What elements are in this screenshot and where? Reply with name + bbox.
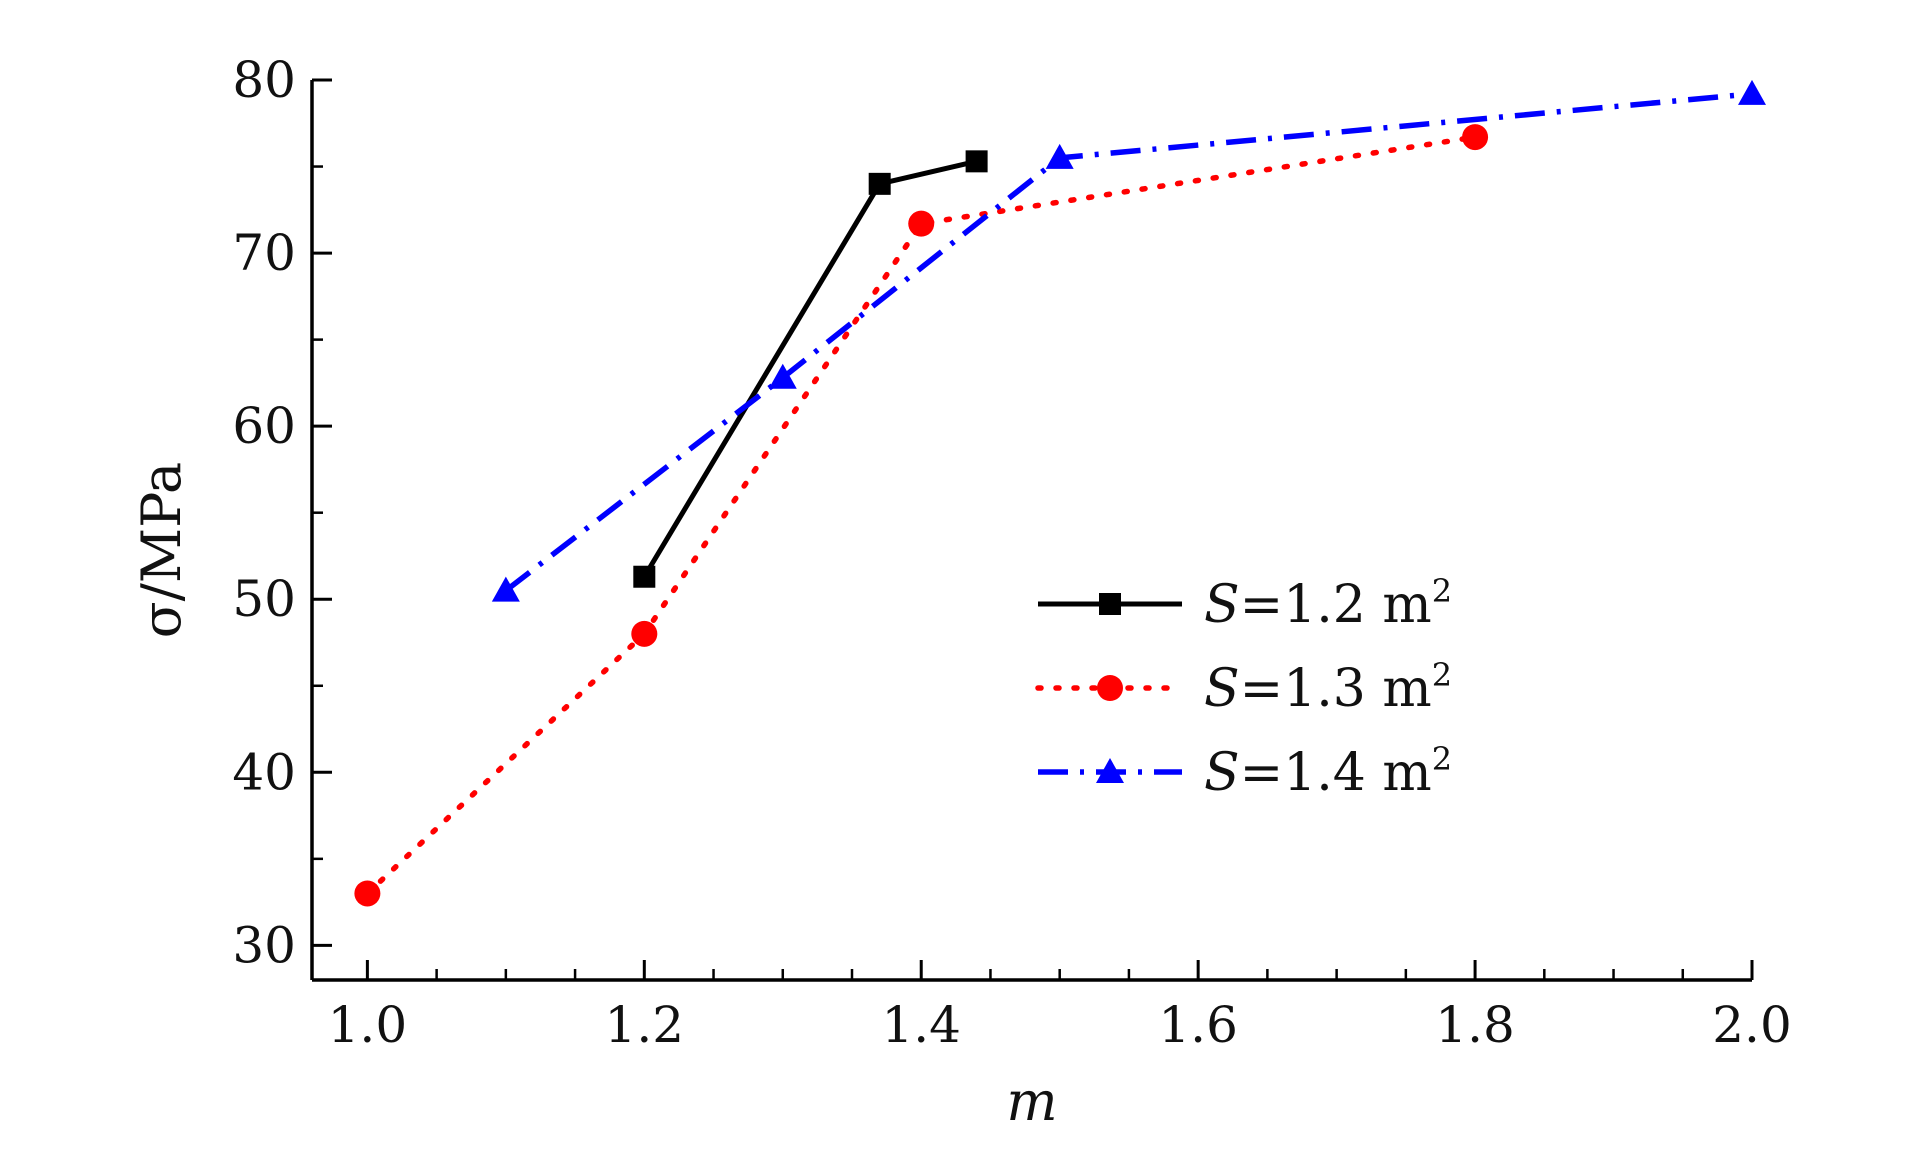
legend: S=1.2 m2S=1.3 m2S=1.4 m2 <box>1035 572 1452 803</box>
data-point <box>768 363 797 389</box>
data-point <box>491 576 520 602</box>
legend-entry: S=1.2 m2 <box>1038 572 1452 635</box>
legend-entry: S=1.4 m2 <box>1038 740 1452 803</box>
x-tick-label: 1.0 <box>328 996 408 1054</box>
y-tick-label: 30 <box>232 916 296 974</box>
y-tick-label: 70 <box>232 224 296 282</box>
y-tick-label: 40 <box>232 743 296 801</box>
x-tick-label: 1.8 <box>1435 996 1515 1054</box>
legend-value: =1.2 m <box>1240 575 1432 635</box>
data-point <box>1045 143 1074 169</box>
x-axis-title: m <box>1006 1070 1057 1133</box>
data-point <box>633 565 656 588</box>
legend-exponent: 2 <box>1432 656 1452 694</box>
legend-exponent: 2 <box>1432 572 1452 610</box>
y-tick-label: 60 <box>232 397 296 455</box>
legend-marker <box>1097 675 1123 701</box>
series-2 <box>354 124 1489 907</box>
legend-label: S=1.3 m2 <box>1204 656 1452 719</box>
legend-marker <box>1099 593 1121 615</box>
x-tick-label: 2.0 <box>1712 996 1792 1054</box>
data-point <box>1738 79 1766 105</box>
legend-marker <box>1096 758 1124 783</box>
data-point <box>354 880 381 907</box>
legend-symbol: S <box>1204 659 1240 719</box>
data-point <box>631 620 658 647</box>
axes: 1.0 1.2 1.4 1.6 1.8 2.0 30 40 50 60 70 80 <box>232 51 1791 1054</box>
legend-value: =1.4 m <box>1240 743 1432 803</box>
series-3 <box>491 79 1766 602</box>
series-1 <box>633 150 988 588</box>
data-point <box>1462 124 1489 151</box>
legend-entry: S=1.3 m2 <box>1035 656 1452 719</box>
data-point <box>868 172 891 195</box>
x-tick-label: 1.2 <box>605 996 685 1054</box>
series-line <box>364 134 1478 897</box>
x-tick-label: 1.6 <box>1158 996 1238 1054</box>
y-tick-label: 80 <box>232 51 296 109</box>
series-layer <box>354 79 1766 907</box>
data-point <box>965 150 988 173</box>
y-tick-label: 50 <box>232 570 296 628</box>
y-axis-title: σ/MPa <box>130 462 193 638</box>
series-line <box>504 91 1753 593</box>
legend-exponent: 2 <box>1432 740 1452 778</box>
legend-symbol: S <box>1204 743 1240 803</box>
legend-label: S=1.2 m2 <box>1204 572 1452 635</box>
legend-value: =1.3 m <box>1240 659 1432 719</box>
legend-label: S=1.4 m2 <box>1204 740 1452 803</box>
x-tick-label: 1.4 <box>881 996 961 1054</box>
legend-symbol: S <box>1204 575 1240 635</box>
data-point <box>908 210 935 237</box>
